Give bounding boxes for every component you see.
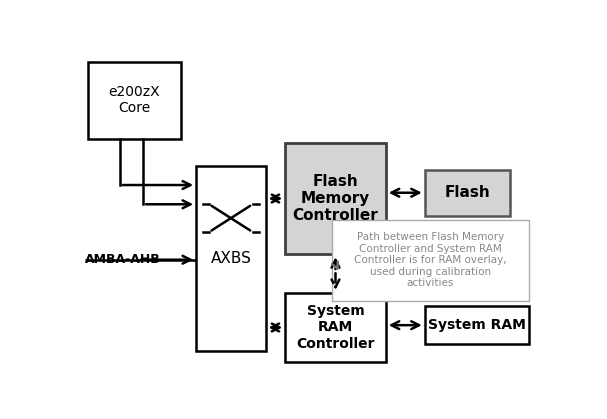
Bar (285, 143, 386, 254)
Bar (331, 220, 529, 300)
Text: Path between Flash Memory
Controller and System RAM
Controller is for RAM overla: Path between Flash Memory Controller and… (354, 232, 507, 288)
Bar (87, 62, 180, 139)
Bar (285, 293, 386, 362)
Text: e200zX
Core: e200zX Core (108, 85, 160, 115)
Text: Flash: Flash (444, 185, 490, 200)
Bar (425, 170, 510, 216)
Text: AMBA-AHB: AMBA-AHB (85, 253, 161, 266)
Text: Flash
Memory
Controller: Flash Memory Controller (293, 173, 378, 223)
Text: System
RAM
Controller: System RAM Controller (296, 304, 375, 351)
Text: AXBS: AXBS (211, 251, 251, 266)
Bar (196, 166, 266, 351)
Text: System RAM: System RAM (428, 318, 526, 332)
Bar (425, 306, 529, 344)
